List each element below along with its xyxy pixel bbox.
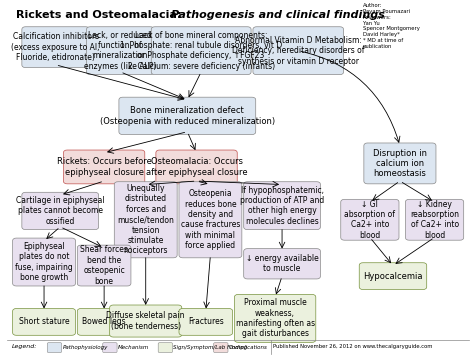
Text: If hypophosphatemic,
production of ATP and
other high energy
molecules declines: If hypophosphatemic, production of ATP a… bbox=[240, 186, 324, 226]
Text: ↓ GI
absorption of
Ca2+ into
blood: ↓ GI absorption of Ca2+ into blood bbox=[345, 200, 395, 240]
FancyBboxPatch shape bbox=[244, 248, 320, 279]
Text: Rickets and Osteomalacia:: Rickets and Osteomalacia: bbox=[16, 10, 185, 20]
FancyBboxPatch shape bbox=[235, 294, 316, 342]
Text: Osteopenia
reduces bone
density and
cause fractures
with minimal
force applied: Osteopenia reduces bone density and caus… bbox=[181, 189, 240, 250]
Text: Author:
Payam Poumazari
Reviewers:
Yan Yu
Spencer Montgomery
David Harley*
* MD : Author: Payam Poumazari Reviewers: Yan Y… bbox=[363, 3, 420, 49]
Text: ↓ Kidney
reabsorption
of Ca2+ into
blood: ↓ Kidney reabsorption of Ca2+ into blood bbox=[410, 200, 459, 240]
FancyBboxPatch shape bbox=[244, 182, 320, 230]
Text: Legend:: Legend: bbox=[12, 344, 37, 349]
FancyBboxPatch shape bbox=[64, 150, 145, 184]
Text: Sign/Symptom/Lab Finding: Sign/Symptom/Lab Finding bbox=[173, 345, 247, 350]
Text: Osteomalacia: Occurs
after epiphyseal closure: Osteomalacia: Occurs after epiphyseal cl… bbox=[146, 157, 247, 177]
FancyBboxPatch shape bbox=[22, 27, 89, 67]
Text: Bone mineralization defect
(Osteopenia with reduced mineralization): Bone mineralization defect (Osteopenia w… bbox=[100, 106, 275, 126]
FancyBboxPatch shape bbox=[158, 343, 173, 353]
Text: Disruption in
calcium ion
homeostasis: Disruption in calcium ion homeostasis bbox=[373, 148, 427, 178]
FancyBboxPatch shape bbox=[77, 308, 131, 335]
Text: Calcification inhibitors
(excess exposure to Al,
Fluoride, etidronate): Calcification inhibitors (excess exposur… bbox=[11, 32, 100, 62]
FancyBboxPatch shape bbox=[47, 343, 62, 353]
FancyBboxPatch shape bbox=[22, 192, 99, 230]
Text: Cartilage in epiphyseal
plates cannot become
ossified: Cartilage in epiphyseal plates cannot be… bbox=[16, 196, 105, 226]
FancyBboxPatch shape bbox=[77, 245, 131, 286]
Text: Pathophysiology: Pathophysiology bbox=[63, 345, 108, 350]
Text: Shear forces
bend the
osteopenic
bone: Shear forces bend the osteopenic bone bbox=[80, 245, 128, 286]
Text: Lack, or reduced
function, of
mineralization
enzymes (like ALP): Lack, or reduced function, of mineraliza… bbox=[84, 31, 156, 71]
Text: Epiphyseal
plates do not
fuse, impairing
bone growth: Epiphyseal plates do not fuse, impairing… bbox=[15, 242, 73, 282]
Text: Short stature: Short stature bbox=[19, 317, 69, 326]
FancyBboxPatch shape bbox=[179, 308, 233, 335]
Text: Unequally
distributed
forces and
muscle/tendon
tension
stimulate
nociceptors: Unequally distributed forces and muscle/… bbox=[117, 184, 174, 256]
Text: Fractures: Fractures bbox=[188, 317, 224, 326]
Text: Mechanism: Mechanism bbox=[118, 345, 149, 350]
Text: Rickets: Occurs before
epiphyseal closure: Rickets: Occurs before epiphyseal closur… bbox=[57, 157, 152, 177]
FancyBboxPatch shape bbox=[151, 27, 251, 75]
FancyBboxPatch shape bbox=[109, 305, 182, 337]
Text: Abnormal Vitamin D Metabolism:
Deficiency, hereditary disorders of
synthesis or : Abnormal Vitamin D Metabolism: Deficienc… bbox=[232, 36, 365, 66]
FancyBboxPatch shape bbox=[13, 308, 75, 335]
FancyBboxPatch shape bbox=[114, 182, 177, 258]
Text: Proximal muscle
weakness,
manifesting often as
gait disturbances: Proximal muscle weakness, manifesting of… bbox=[236, 298, 315, 338]
FancyBboxPatch shape bbox=[87, 27, 154, 75]
FancyBboxPatch shape bbox=[103, 343, 117, 353]
FancyBboxPatch shape bbox=[13, 238, 75, 286]
Text: Diffuse skeletal pain
(bone tenderness): Diffuse skeletal pain (bone tenderness) bbox=[107, 311, 185, 331]
FancyBboxPatch shape bbox=[341, 200, 399, 240]
FancyBboxPatch shape bbox=[253, 27, 344, 75]
FancyBboxPatch shape bbox=[359, 263, 427, 290]
Text: ↓ energy available
to muscle: ↓ energy available to muscle bbox=[246, 254, 319, 273]
FancyBboxPatch shape bbox=[179, 182, 242, 258]
FancyBboxPatch shape bbox=[156, 150, 237, 184]
Text: Lack of bone mineral components:
1. Phosphate: renal tubule disorders, vit D
or : Lack of bone mineral components: 1. Phos… bbox=[120, 31, 283, 71]
FancyBboxPatch shape bbox=[214, 343, 228, 353]
FancyBboxPatch shape bbox=[405, 200, 464, 240]
FancyBboxPatch shape bbox=[119, 97, 255, 135]
Text: Published November 26, 2012 on www.thecalgaryguide.com: Published November 26, 2012 on www.theca… bbox=[273, 344, 432, 349]
Text: Pathogenesis and clinical findings: Pathogenesis and clinical findings bbox=[171, 10, 385, 20]
Text: Hypocalcemia: Hypocalcemia bbox=[363, 272, 423, 280]
FancyBboxPatch shape bbox=[364, 143, 436, 184]
Text: Bowed legs: Bowed legs bbox=[82, 317, 126, 326]
Text: Complications: Complications bbox=[229, 345, 268, 350]
